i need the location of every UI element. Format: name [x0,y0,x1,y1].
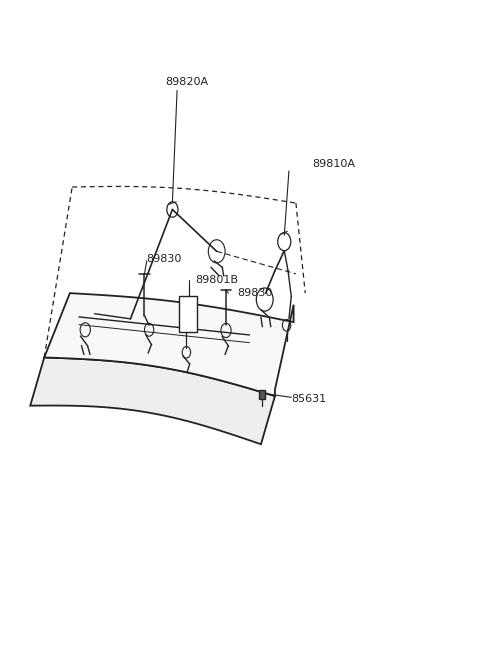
Bar [180,296,197,332]
Text: 89830: 89830 [238,288,273,298]
Text: 89801B: 89801B [196,275,239,284]
Text: 89820A: 89820A [166,78,208,87]
Polygon shape [44,293,294,396]
Text: 89830: 89830 [146,254,181,264]
Text: 85631: 85631 [291,394,326,404]
Polygon shape [30,357,275,444]
Bar [259,390,265,399]
Text: 89810A: 89810A [312,159,355,169]
